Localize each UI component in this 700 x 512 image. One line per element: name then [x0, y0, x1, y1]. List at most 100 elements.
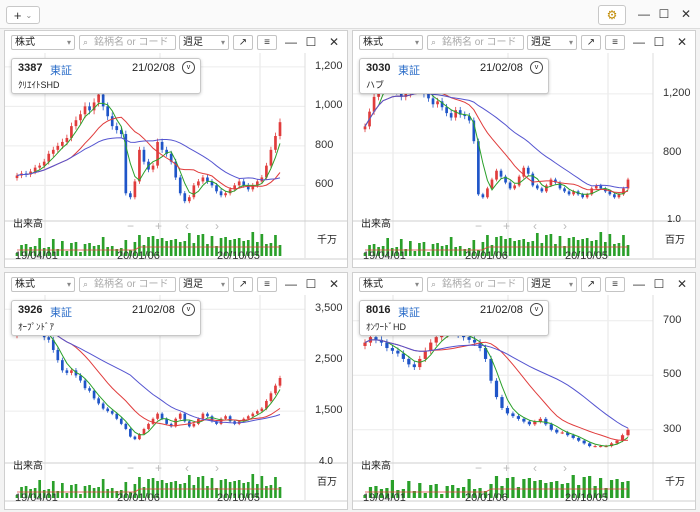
panel-maximize-button[interactable]: ☐	[652, 34, 666, 50]
candle	[582, 440, 586, 444]
volume-bar	[142, 487, 146, 498]
popout-button[interactable]: ↗	[581, 35, 601, 50]
panel-menu-button[interactable]: ≡	[605, 277, 625, 292]
price-chart[interactable]	[5, 295, 347, 511]
chart-panel-8016: 株式 ▾ ⌕ 銘柄名 or コード 週足 ▾ ↗ ≡ — ☐ ✕ 300 500 700 出…	[352, 272, 696, 510]
candle	[192, 423, 196, 427]
volume-zoom-out-button[interactable]: −	[475, 219, 483, 233]
volume-scroll-right-button[interactable]: ›	[215, 219, 219, 233]
candle	[70, 370, 73, 373]
panel-close-button[interactable]: ✕	[327, 34, 341, 50]
volume-scroll-right-button[interactable]: ›	[563, 219, 567, 233]
panel-maximize-button[interactable]: ☐	[304, 34, 318, 50]
volume-scroll-left-button[interactable]: ‹	[533, 461, 537, 475]
candle	[33, 167, 37, 172]
window-minimize-button[interactable]: —	[635, 5, 653, 23]
volume-scroll-right-button[interactable]: ›	[215, 461, 219, 475]
volume-bar	[517, 240, 521, 256]
period-select[interactable]: 週足 ▾	[527, 35, 577, 50]
volume-bar	[554, 244, 557, 256]
volume-zoom-in-button[interactable]: +	[503, 219, 511, 233]
search-placeholder: 銘柄名 or コード	[442, 37, 517, 48]
chevron-down-icon: ▾	[568, 280, 573, 289]
volume-scroll-right-button[interactable]: ›	[563, 461, 567, 475]
candle	[363, 126, 367, 130]
panel-toolbar: 株式 ▾ ⌕ 銘柄名 or コード 週足 ▾ ↗ ≡ — ☐ ✕	[353, 273, 695, 295]
symbol-search-input[interactable]: ⌕ 銘柄名 or コード	[427, 35, 524, 50]
popout-button[interactable]: ↗	[233, 277, 253, 292]
candle	[228, 189, 232, 194]
volume-bar	[599, 232, 603, 256]
chevron-down-icon[interactable]: v	[530, 303, 543, 316]
price-chart[interactable]	[5, 53, 347, 269]
candle	[581, 194, 584, 198]
volume-zoom-in-button[interactable]: +	[503, 461, 511, 475]
volume-scroll-left-button[interactable]: ‹	[533, 219, 537, 233]
volume-tick-label: 4.0	[319, 456, 333, 467]
volume-zoom-in-button[interactable]: +	[155, 461, 163, 475]
panel-menu-button[interactable]: ≡	[257, 277, 277, 292]
volume-bar	[129, 250, 132, 256]
market-select[interactable]: 株式 ▾	[359, 35, 423, 50]
candle	[265, 400, 268, 409]
panel-maximize-button[interactable]: ☐	[652, 276, 666, 292]
volume-zoom-out-button[interactable]: −	[127, 219, 135, 233]
volume-scroll-left-button[interactable]: ‹	[185, 219, 189, 233]
volume-bar	[106, 247, 110, 256]
panel-minimize-button[interactable]: —	[632, 34, 646, 50]
period-select[interactable]: 週足 ▾	[179, 277, 229, 292]
add-panel-button[interactable]: + ⌄	[6, 6, 40, 24]
candle	[147, 423, 150, 429]
volume-scroll-left-button[interactable]: ‹	[185, 461, 189, 475]
panel-menu-button[interactable]: ≡	[257, 35, 277, 50]
market-select[interactable]: 株式 ▾	[359, 277, 423, 292]
volume-bar	[110, 246, 114, 256]
window-maximize-button[interactable]: ☐	[655, 5, 673, 23]
volume-bar	[571, 475, 575, 498]
panel-maximize-button[interactable]: ☐	[304, 276, 318, 292]
panel-close-button[interactable]: ✕	[675, 34, 689, 50]
market-select[interactable]: 株式 ▾	[11, 277, 75, 292]
volume-tick-label: 1.0	[667, 214, 681, 225]
candle	[401, 353, 405, 359]
panel-minimize-button[interactable]: —	[284, 34, 298, 50]
symbol-search-input[interactable]: ⌕ 銘柄名 or コード	[79, 35, 176, 50]
candle	[499, 170, 503, 177]
market-select-value: 株式	[15, 37, 35, 48]
popout-button[interactable]: ↗	[233, 35, 253, 50]
period-select-value: 週足	[183, 279, 203, 290]
candle	[467, 116, 471, 121]
candle	[255, 181, 259, 186]
chevron-down-icon[interactable]: v	[182, 61, 195, 74]
settings-gear-button[interactable]: ⚙	[598, 5, 626, 25]
panel-menu-button[interactable]: ≡	[605, 35, 625, 50]
volume-zoom-out-button[interactable]: −	[127, 461, 135, 475]
volume-bar	[129, 492, 132, 498]
candle	[210, 416, 214, 422]
volume-zoom-in-button[interactable]: +	[155, 219, 163, 233]
volume-zoom-out-button[interactable]: −	[475, 461, 483, 475]
panel-close-button[interactable]: ✕	[327, 276, 341, 292]
panel-minimize-button[interactable]: —	[632, 276, 646, 292]
symbol-search-input[interactable]: ⌕ 銘柄名 or コード	[427, 277, 524, 292]
symbol-search-input[interactable]: ⌕ 銘柄名 or コード	[79, 277, 176, 292]
period-select-value: 週足	[531, 37, 551, 48]
panel-close-button[interactable]: ✕	[675, 276, 689, 292]
volume-bar	[385, 488, 389, 498]
price-chart[interactable]	[353, 295, 695, 511]
chevron-down-icon[interactable]: v	[530, 61, 543, 74]
period-select[interactable]: 週足 ▾	[527, 277, 577, 292]
chevron-down-icon[interactable]: v	[182, 303, 195, 316]
minimize-icon: —	[285, 35, 297, 49]
volume-bar	[260, 234, 264, 256]
market-select[interactable]: 株式 ▾	[11, 35, 75, 50]
x-tick-label: 20/10/05	[565, 492, 608, 504]
candle	[278, 378, 282, 386]
window-close-button[interactable]: ✕	[677, 5, 695, 23]
period-select[interactable]: 週足 ▾	[179, 35, 229, 50]
volume-bar	[278, 487, 282, 498]
panel-minimize-button[interactable]: —	[284, 276, 298, 292]
volume-bar	[206, 486, 209, 498]
stock-code: 3926	[18, 304, 43, 316]
popout-button[interactable]: ↗	[581, 277, 601, 292]
